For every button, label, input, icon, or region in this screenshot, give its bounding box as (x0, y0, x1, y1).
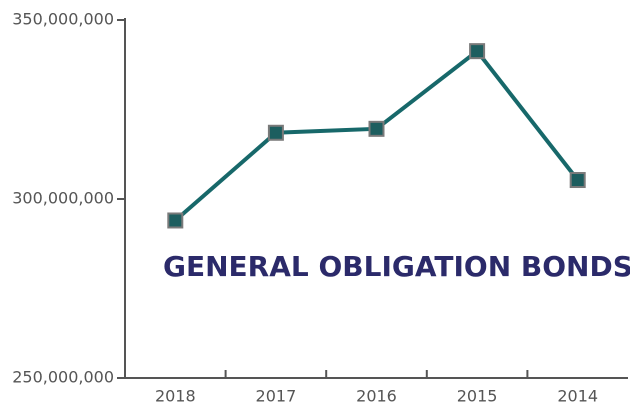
point-marker (167, 212, 184, 229)
y-tick-label: 350,000,000 (12, 10, 114, 29)
point-marker (267, 124, 284, 141)
point-marker (569, 172, 586, 189)
point-marker (368, 120, 385, 137)
x-tick-label: 2014 (557, 387, 598, 406)
chart-annotation: GENERAL OBLIGATION BONDS (163, 250, 630, 283)
x-tick-label: 2018 (155, 387, 196, 406)
y-tick-label: 250,000,000 (12, 368, 114, 387)
x-tick-label: 2015 (457, 387, 498, 406)
y-tick-label: 300,000,000 (12, 189, 114, 208)
x-tick-label: 2016 (356, 387, 397, 406)
x-tick-label: 2017 (256, 387, 297, 406)
point-marker (469, 43, 486, 60)
